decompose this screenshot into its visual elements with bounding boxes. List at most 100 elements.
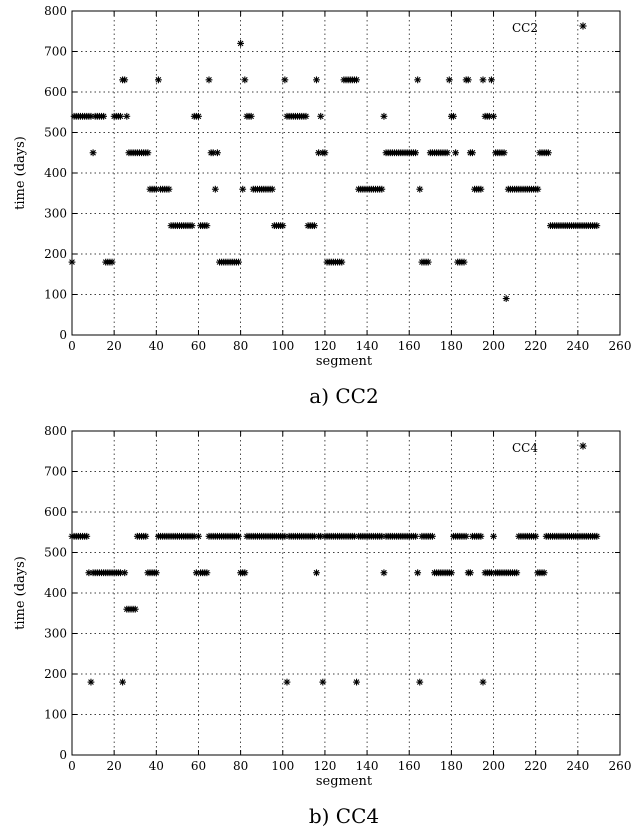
legend: CC2 [512,21,587,35]
y-axis-label: time (days) [13,136,28,210]
x-tick-label: 0 [68,759,76,773]
data-point [412,532,419,540]
x-tick-label: 120 [313,759,336,773]
data-point [460,258,468,266]
data-point [378,185,386,193]
legend-marker [579,442,587,450]
data-point [502,295,510,302]
legend-marker [579,22,587,30]
data-point [447,569,455,577]
data-point [490,532,497,540]
data-point [353,76,360,84]
series-cc4 [68,532,601,686]
data-point [302,112,310,120]
data-point [488,76,495,84]
data-point [313,569,320,577]
data-point [532,532,540,540]
data-point [424,258,432,266]
data-point [205,76,213,84]
data-point [479,76,487,84]
data-point [534,185,542,193]
data-point [144,149,152,157]
x-axis-label: segment [316,774,373,789]
legend: CC4 [512,441,587,455]
chart-panel-cc2: 0 20 40 60 80 100 120 140 160 180 200 220 240 260 0 100… [13,4,631,408]
axes: 0 20 40 60 80 100 120 140 160 180 200 220 240 260 0 100… [44,424,631,773]
data-point [315,149,322,157]
data-point [380,569,388,577]
x-tick-label: 80 [233,759,248,773]
data-point [235,258,242,266]
data-point [310,222,318,230]
data-point [142,532,150,540]
x-tick-label: 60 [191,759,206,773]
data-point [593,222,601,230]
data-point [353,678,360,686]
chart-panel-cc4: 0 20 40 60 80 100 120 140 160 180 200 220 240 260 0 100… [13,424,631,828]
x-tick-label: 220 [524,339,547,353]
data-point [429,532,436,540]
data-point [450,112,457,120]
y-tick-label: 200 [44,247,67,261]
data-point [87,678,95,686]
y-tick-label: 100 [44,708,67,722]
y-tick-label: 500 [44,126,67,140]
x-tick-label: 20 [107,339,122,353]
data-point [235,532,242,540]
data-point [452,149,459,157]
data-point [313,76,320,84]
y-tick-label: 400 [44,586,67,600]
data-point [165,185,173,193]
data-point [211,185,219,193]
data-point [469,149,476,157]
data-point [247,112,255,120]
data-point [593,532,601,540]
x-tick-label: 120 [313,339,336,353]
x-tick-label: 260 [609,759,632,773]
data-point [188,222,196,230]
x-tick-label: 0 [68,339,76,353]
data-point [214,149,221,157]
y-tick-label: 0 [59,328,67,342]
data-point [241,76,249,84]
data-point [412,149,419,157]
data-point [121,569,129,577]
y-tick-label: 800 [44,424,67,438]
legend-label: CC4 [512,441,538,455]
data-point [283,678,291,686]
data-point [380,112,388,120]
x-tick-label: 80 [233,339,248,353]
data-point [464,76,472,84]
x-axis-label: segment [316,354,373,369]
axes: 0 20 40 60 80 100 120 140 160 180 200 220 240 260 0 100… [44,4,631,353]
x-tick-label: 40 [149,759,164,773]
data-point [281,76,289,84]
x-tick-label: 180 [440,339,463,353]
y-tick-label: 100 [44,288,67,302]
data-point [195,532,202,540]
y-axis-label: time (days) [13,556,28,630]
gridlines [72,11,620,335]
y-tick-label: 400 [44,166,67,180]
y-tick-label: 800 [44,4,67,18]
x-tick-label: 60 [191,339,206,353]
data-point [414,76,422,84]
data-point [279,222,287,230]
data-point [540,569,548,577]
data-point [321,149,329,157]
data-point [479,678,487,686]
data-point [121,76,129,84]
data-point [123,112,131,120]
data-point [203,222,211,230]
data-point [268,185,276,193]
y-tick-label: 0 [59,748,67,762]
data-point [239,185,247,193]
x-tick-label: 220 [524,759,547,773]
x-tick-label: 140 [356,339,379,353]
data-point [317,112,325,120]
y-tick-label: 500 [44,546,67,560]
chart-caption: b) CC4 [309,804,379,828]
data-point [192,569,200,577]
data-point [477,532,485,540]
x-tick-label: 40 [149,339,164,353]
